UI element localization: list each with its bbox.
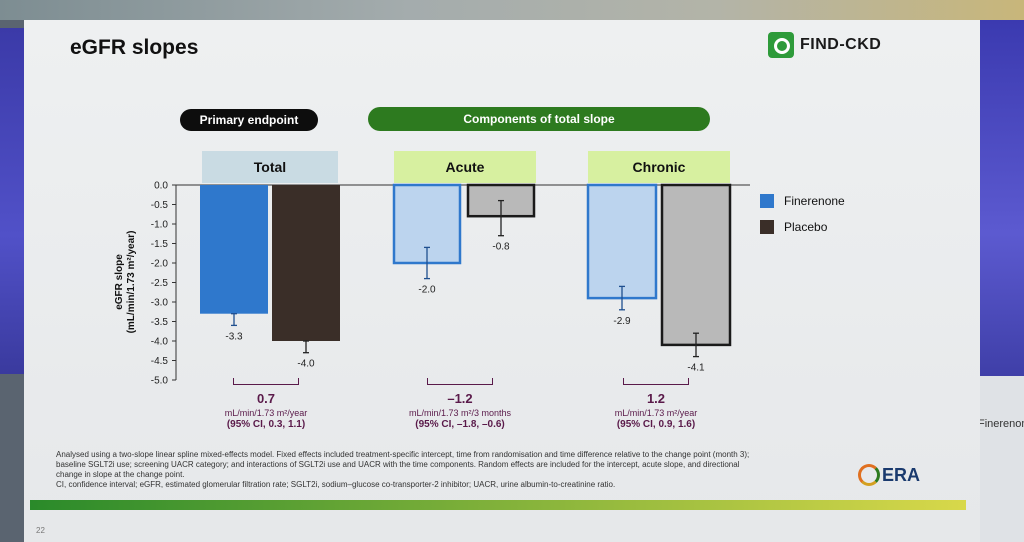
difference-chronic: 1.2 mL/min/1.73 m²/year (95% CI, 0.9, 1.… [586, 378, 726, 430]
difference-ci: (95% CI, 0.3, 1.1) [226, 419, 306, 430]
footnote-line: Analysed using a two-slope linear spline… [56, 450, 750, 459]
y-tick-label: -3.5 [151, 317, 169, 328]
legend-label-finerenone: Finerenone [784, 194, 845, 208]
category-header-total: Total [202, 151, 338, 183]
bar-placebo-chronic [660, 183, 732, 347]
difference-brace [623, 378, 689, 385]
right-side-screen [980, 20, 1024, 376]
era-logo: ERA [858, 464, 920, 486]
page-number: 22 [36, 526, 45, 535]
y-tick-label: -1.5 [151, 239, 169, 250]
difference-value: –1.2 [447, 391, 473, 406]
data-label: -2.0 [418, 285, 436, 296]
legend-item-placebo: Placebo [760, 214, 845, 240]
bar-placebo-total [272, 185, 340, 341]
left-side-screen [0, 28, 24, 374]
legend-item-finerenone: Finerenone [760, 188, 845, 214]
difference-value: 0.7 [256, 391, 276, 406]
legend-label-placebo: Placebo [784, 220, 828, 234]
y-tick-label: -4.5 [151, 356, 169, 367]
bottom-accent-strip [30, 500, 966, 510]
bar-finerenone-total [200, 185, 268, 314]
category-header-acute: Acute [394, 151, 536, 183]
y-tick-label: -4.0 [151, 337, 169, 348]
y-tick-label: -0.5 [151, 200, 169, 211]
data-label: -0.8 [492, 242, 510, 253]
y-tick-label: 0.0 [154, 181, 168, 192]
y-tick-label: -2.0 [151, 259, 169, 270]
difference-brace [233, 378, 299, 385]
data-label: -2.9 [613, 316, 631, 327]
difference-brace [427, 378, 493, 385]
bar-finerenone-chronic [586, 183, 658, 300]
components-pill: Components of total slope [368, 107, 710, 131]
data-label: -3.3 [225, 331, 243, 342]
projector-top-bar [0, 0, 1024, 20]
difference-unit: mL/min/1.73 m²/year [224, 408, 308, 418]
y-axis-label: eGFR slope [114, 254, 125, 310]
slide-title: eGFR slopes [70, 36, 199, 59]
difference-ci: (95% CI, –1.8, –0.6) [415, 419, 505, 430]
y-tick-label: -3.0 [151, 298, 169, 309]
difference-value: 1.2 [646, 391, 666, 406]
find-ckd-logo: FIND-CKD [768, 32, 881, 58]
era-logo-text: ERA [882, 464, 921, 485]
difference-unit: mL/min/1.73 m²/3 months [408, 408, 512, 418]
difference-ci: (95% CI, 0.9, 1.6) [616, 419, 696, 430]
find-ckd-logo-text: FIND-CKD [800, 36, 882, 53]
legend-swatch-placebo [760, 220, 774, 234]
y-tick-label: -2.5 [151, 278, 169, 289]
y-axis-label: (mL/min/1.73 m²/year) [126, 231, 137, 334]
right-screen-text: Finerenone [978, 418, 1024, 430]
category-header-chronic: Chronic [588, 151, 730, 183]
legend-swatch-finerenone [760, 194, 774, 208]
footnote-line: baseline SGLT2i use; screening UACR cate… [56, 460, 740, 469]
data-label: -4.0 [297, 359, 315, 370]
primary-endpoint-pill: Primary endpoint [180, 109, 318, 131]
y-tick-label: -5.0 [151, 376, 169, 387]
find-ckd-logo-icon [768, 32, 794, 58]
data-label: -4.1 [687, 363, 705, 374]
chart-legend: Finerenone Placebo [760, 188, 845, 240]
y-tick-label: -1.0 [151, 220, 169, 231]
bar-finerenone-acute [392, 183, 462, 265]
difference-total: 0.7 mL/min/1.73 m²/year (95% CI, 0.3, 1.… [196, 378, 336, 430]
era-logo-icon [858, 464, 880, 486]
difference-acute: –1.2 mL/min/1.73 m²/3 months (95% CI, –1… [384, 378, 536, 430]
footnote-line: change in slope at the change point. [56, 470, 185, 479]
footnote-line: CI, confidence interval; eGFR, estimated… [56, 480, 616, 489]
footnote: Analysed using a two-slope linear spline… [56, 450, 816, 490]
difference-unit: mL/min/1.73 m²/year [614, 408, 698, 418]
